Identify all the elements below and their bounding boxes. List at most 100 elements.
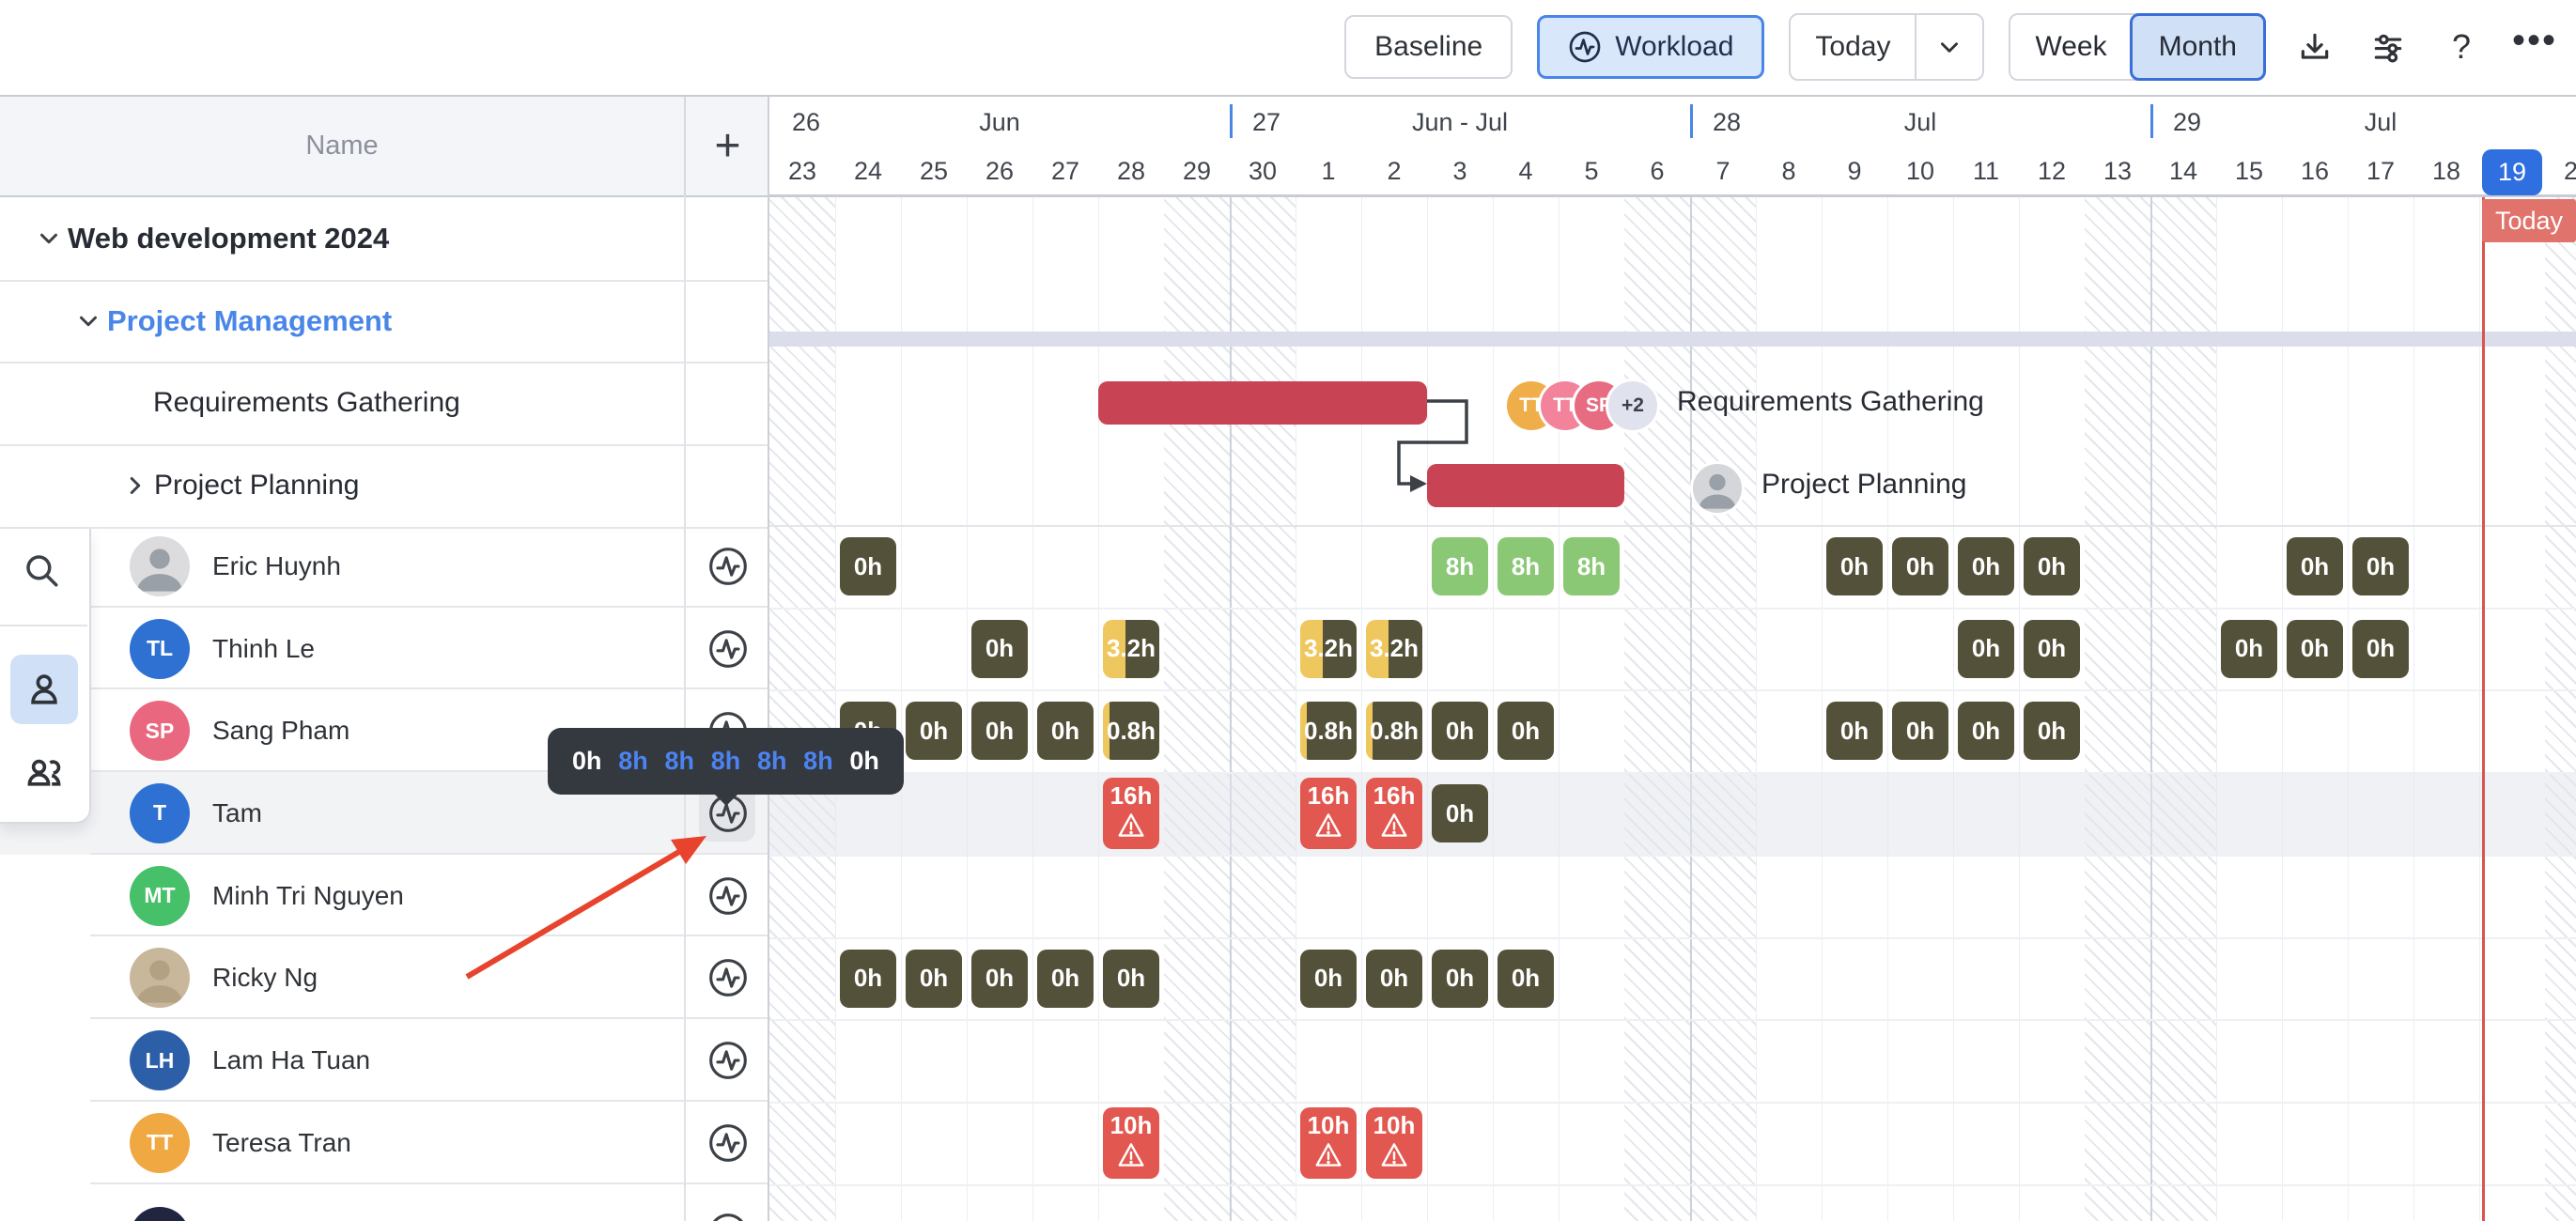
resource-row[interactable]: LH Lam Ha Tuan [0,1019,768,1102]
workload-cell[interactable]: 0h [1366,949,1422,1008]
workload-button[interactable]: Workload [1537,15,1765,79]
more-options-icon[interactable]: ••• [2511,20,2557,61]
workload-cell[interactable]: 0h [971,702,1028,761]
workload-cell[interactable]: 0h [2287,619,2343,678]
workload-cell[interactable]: 0h [1037,949,1094,1008]
workload-cell[interactable]: 0h [1497,702,1554,761]
day-header: 10 [1905,157,1935,185]
workload-toggle-icon[interactable] [706,1211,750,1221]
task-bar[interactable] [1427,463,1624,507]
day-header: 18 [2431,157,2461,185]
workload-cell[interactable]: 0h [1432,784,1488,843]
day-header: 13 [2103,157,2133,185]
workload-cell[interactable]: 0h [1892,702,1948,761]
workload-cell[interactable]: 0h [1497,949,1554,1008]
workload-cell[interactable]: 0h [2024,702,2080,761]
workload-cell[interactable]: 10h [1366,1106,1422,1179]
workload-toggle-icon[interactable] [706,1039,750,1082]
workload-cell[interactable]: 0h [1958,537,2014,595]
tree-row-project-management[interactable]: Project Management [0,280,768,364]
workload-cell[interactable]: 0h [1958,619,2014,678]
workload-cell[interactable]: 8h [1432,537,1488,595]
month-toggle[interactable]: Month [2129,13,2266,81]
workload-cell[interactable]: 0h [840,537,896,595]
weekend-column [1624,197,1691,1221]
workload-cell[interactable]: 0h [2352,537,2409,595]
row-border [769,608,2576,610]
today-button[interactable]: Today [1815,31,1891,62]
workload-cell[interactable]: 0h [2221,619,2277,678]
chevron-right-icon[interactable] [118,469,152,502]
tree-row-web-development-2024[interactable]: Web development 2024 [0,197,768,282]
workload-cell[interactable]: 3.2h [1103,619,1159,678]
workload-toggle-icon[interactable] [706,1121,750,1165]
resource-row[interactable]: MT Minh Tri Nguyen [0,855,768,937]
search-icon[interactable] [17,546,66,595]
workload-cell[interactable]: 16h [1103,778,1159,850]
resource-row[interactable]: Eric Huynh [0,525,768,608]
teams-view-button[interactable] [10,737,78,807]
baseline-label: Baseline [1374,31,1483,62]
workload-cell[interactable]: 0.8h [1366,702,1422,761]
workload-cell[interactable]: 0h [1037,702,1094,761]
workload-cell[interactable]: 0h [2287,537,2343,595]
workload-cell[interactable]: 0h [906,702,962,761]
workload-cell[interactable]: 0h [2352,619,2409,678]
workload-cell[interactable]: 8h [1563,537,1620,595]
baseline-button[interactable]: Baseline [1344,15,1513,79]
workload-cell[interactable]: 0h [1432,949,1488,1008]
day-header: 25 [919,157,949,185]
people-view-button[interactable] [10,655,78,724]
task-bar-label: Project Planning [1761,468,1967,500]
workload-cell[interactable]: 0h [2024,619,2080,678]
workload-cell[interactable]: 0h [1958,702,2014,761]
workload-cell[interactable]: 3.2h [1366,619,1422,678]
workload-cell[interactable]: 0h [2024,537,2080,595]
workload-cell[interactable]: 0h [1826,537,1883,595]
rail-divider [0,625,87,626]
help-icon[interactable]: ? [2451,27,2472,66]
workload-cell[interactable]: 3.2h [1300,619,1357,678]
resource-row[interactable]: TL Thinh Le [0,608,768,690]
day-column [1953,197,2020,1221]
add-column-button[interactable]: + [684,97,769,195]
workload-cell[interactable]: 8h [1497,537,1554,595]
workload-cell[interactable]: 10h [1103,1106,1159,1179]
resource-row[interactable]: Ricky Ng [0,937,768,1020]
workload-cell[interactable]: 0h [1300,949,1357,1008]
workload-toggle-icon[interactable] [706,545,750,588]
workload-cell[interactable]: 0h [906,949,962,1008]
chevron-down-icon[interactable] [32,222,66,255]
workload-cell[interactable]: 0h [971,619,1028,678]
tree-row-project-planning[interactable]: Project Planning [0,444,768,529]
export-download-icon[interactable] [2290,23,2339,71]
workload-cell[interactable]: 10h [1300,1106,1357,1179]
workload-cell[interactable]: 0h [1892,537,1948,595]
workload-toggle-icon[interactable] [706,874,750,918]
resource-row[interactable]: TT Teresa Tran [0,1102,768,1184]
day-header: 4 [1518,157,1533,185]
chevron-down-icon[interactable] [71,304,105,338]
row-border [769,525,2576,527]
workload-cell[interactable]: 0h [1103,949,1159,1008]
workload-cell[interactable]: 0h [1432,702,1488,761]
workload-cell[interactable]: 16h [1300,778,1357,850]
week-toggle[interactable]: Week [2035,31,2107,62]
person-icon [31,674,57,704]
resource-name: Eric Huynh [212,550,341,580]
workload-toggle-icon[interactable] [706,956,750,999]
assignee-avatar: +2 [1606,379,1660,434]
workload-cell[interactable]: 0h [840,949,896,1008]
workload-cell[interactable]: 16h [1366,778,1422,850]
task-bar[interactable] [1098,381,1427,425]
today-dropdown-button[interactable] [1916,15,1982,79]
workload-cell[interactable]: 0h [971,949,1028,1008]
workload-cell[interactable]: 0.8h [1300,702,1357,761]
resource-row[interactable] [0,1184,768,1221]
workload-cell[interactable]: 0h [1826,702,1883,761]
tree-row-requirements-gathering[interactable]: Requirements Gathering [0,362,768,447]
workload-pulse-icon [1568,30,1602,64]
workload-cell[interactable]: 0.8h [1103,702,1159,761]
settings-sliders-icon[interactable] [2364,23,2413,71]
workload-toggle-icon[interactable] [706,627,750,671]
